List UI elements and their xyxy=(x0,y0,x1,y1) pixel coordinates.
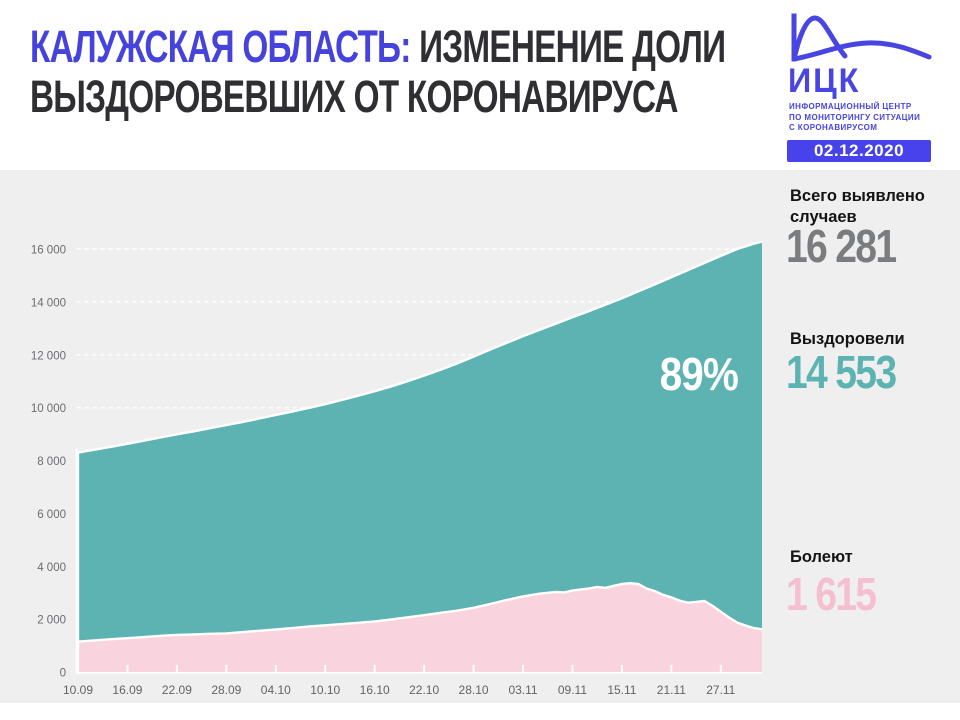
edge-total xyxy=(76,240,763,672)
logo-caption-line: С КОРОНАВИРУСОМ xyxy=(789,123,878,132)
title-region: КАЛУЖСКАЯ ОБЛАСТЬ: xyxy=(30,21,411,72)
flatten-the-curve-icon xyxy=(791,13,932,62)
y-tick-label-12000: 12 000 xyxy=(31,350,66,362)
page-title: КАЛУЖСКАЯ ОБЛАСТЬ: ИЗМЕНЕНИЕ ДОЛИ ВЫЗДОР… xyxy=(30,21,726,122)
y-tick-label-4000: 4 000 xyxy=(37,562,66,574)
area-total xyxy=(78,241,762,672)
x-tick-label-15.11: 15.11 xyxy=(607,683,636,697)
logo-abbr: ИЦК xyxy=(788,62,861,100)
stacked-area-chart: 0 2 000 4 000 6 000 8 000 10 000 12 000 14 000 1… xyxy=(31,240,763,697)
stat-label-total-cases: Всего выявлено случаев xyxy=(790,187,925,226)
stat-label-recovered: Выздоровели xyxy=(790,330,905,348)
x-tick-label-04.10: 04.10 xyxy=(261,683,291,697)
title-line-2: ВЫЗДОРОВЕВШИХ ОТ КОРОНАВИРУСА xyxy=(30,71,678,122)
y-tick-label-14000: 14 000 xyxy=(31,297,66,309)
title-line-1: КАЛУЖСКАЯ ОБЛАСТЬ: ИЗМЕНЕНИЕ ДОЛИ xyxy=(30,21,726,72)
recovered-share-label: 89% xyxy=(659,348,739,400)
x-tick-label-16.09: 16.09 xyxy=(112,683,142,697)
x-tick-label-03.11: 03.11 xyxy=(508,683,537,697)
logo-caption: ИНФОРМАЦИОННЫЙ ЦЕНТР ПО МОНИТОРИНГУ СИТУ… xyxy=(789,102,920,134)
x-tick-label-28.09: 28.09 xyxy=(211,683,241,697)
stat-value-total-cases: 16 281 xyxy=(786,220,897,272)
edge-active xyxy=(76,582,763,672)
y-tick-label-0: 0 xyxy=(60,668,66,680)
x-tick-label-10.10: 10.10 xyxy=(310,683,340,697)
logo-caption-line: ИНФОРМАЦИОННЫЙ ЦЕНТР xyxy=(789,102,912,111)
y-tick-label-16000: 16 000 xyxy=(31,245,66,257)
y-tick-label-10000: 10 000 xyxy=(31,403,66,415)
x-tick-label-16.10: 16.10 xyxy=(360,683,390,697)
logo-caption-line: ПО МОНИТОРИНГУ СИТУАЦИИ xyxy=(789,112,921,122)
y-tick-label-8000: 8 000 xyxy=(37,456,66,468)
x-tick-label-22.09: 22.09 xyxy=(162,683,192,697)
x-tick-label-21.11: 21.11 xyxy=(657,683,686,697)
x-tick-label-22.10: 22.10 xyxy=(409,683,439,697)
stat-value-recovered: 14 553 xyxy=(786,346,897,398)
y-tick-label-6000: 6 000 xyxy=(37,509,66,521)
y-tick-label-2000: 2 000 xyxy=(37,615,66,627)
date-badge: 02.12.2020 xyxy=(787,140,931,162)
x-tick-label-28.10: 28.10 xyxy=(459,683,489,697)
area-active xyxy=(78,583,762,672)
x-tick-label-27.11: 27.11 xyxy=(706,683,735,697)
stat-label-active: Болеют xyxy=(790,548,853,566)
x-tick-label-09.11: 09.11 xyxy=(558,683,587,697)
x-tick-label-10.09: 10.09 xyxy=(63,683,93,697)
stat-value-active: 1 615 xyxy=(786,568,877,620)
title-subject-1: ИЗМЕНЕНИЕ ДОЛИ xyxy=(419,21,726,72)
